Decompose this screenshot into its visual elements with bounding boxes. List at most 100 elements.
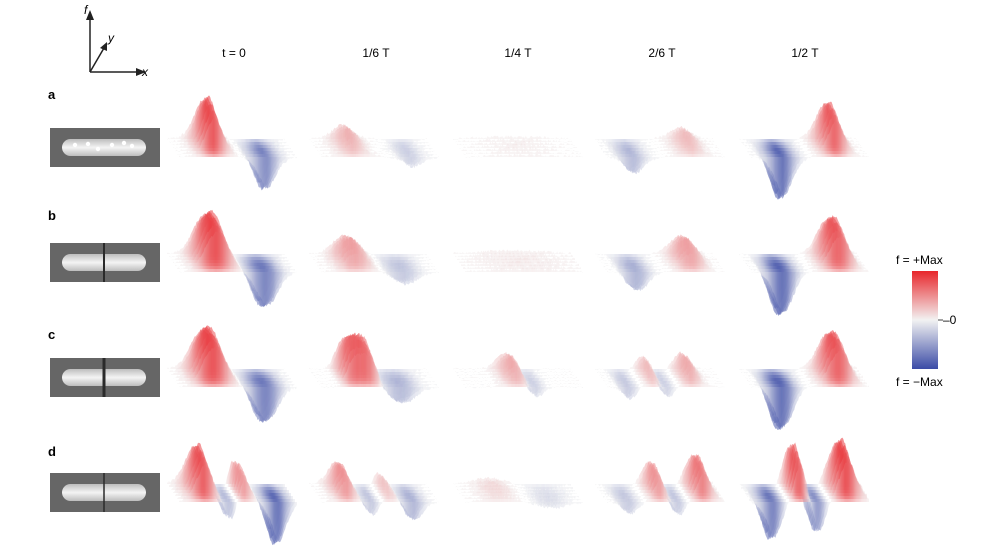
surface-strip bbox=[283, 157, 285, 164]
surface-strip bbox=[525, 142, 527, 145]
surface-strip bbox=[380, 148, 382, 150]
surface-strip bbox=[429, 144, 431, 147]
surface-strip bbox=[692, 143, 694, 157]
surface-strip bbox=[366, 138, 368, 142]
surface-strip bbox=[665, 148, 667, 151]
surface-strip bbox=[185, 144, 187, 148]
surface-strip bbox=[480, 137, 482, 139]
surface-strip bbox=[408, 157, 410, 166]
surface-strip bbox=[639, 157, 641, 173]
surface-strip bbox=[171, 141, 173, 143]
surface-strip bbox=[315, 143, 317, 146]
surface-strip bbox=[423, 139, 425, 141]
surface-strip bbox=[200, 255, 202, 272]
surface-strip bbox=[229, 139, 231, 141]
surface-strip bbox=[182, 262, 184, 266]
surface-strip bbox=[491, 139, 493, 142]
surface-strip bbox=[706, 139, 708, 142]
surface-strip bbox=[498, 142, 500, 145]
surface-strip bbox=[572, 155, 574, 157]
surface-strip bbox=[240, 155, 242, 159]
f-axis-label: f bbox=[84, 3, 89, 17]
surface-strip bbox=[341, 150, 343, 157]
surface-strip bbox=[294, 154, 295, 157]
surface-strip bbox=[427, 151, 429, 155]
surface-strip bbox=[431, 154, 433, 157]
surface-strip bbox=[175, 146, 177, 149]
surface-strip bbox=[534, 144, 536, 148]
surface-strip bbox=[495, 151, 497, 154]
surface-strip bbox=[706, 145, 708, 148]
surface-strip bbox=[477, 146, 479, 148]
surface-strip bbox=[272, 157, 274, 182]
surface-strip bbox=[182, 144, 184, 148]
surface-strip bbox=[651, 151, 653, 154]
surface-strip bbox=[288, 157, 290, 160]
surface-strip bbox=[652, 154, 654, 157]
surface-strip bbox=[568, 149, 570, 151]
surface-strip bbox=[798, 136, 800, 140]
surface-strip bbox=[374, 150, 376, 152]
surface-strip bbox=[478, 142, 480, 145]
surface-strip bbox=[482, 137, 484, 139]
surface-strip bbox=[717, 156, 719, 157]
surface-strip bbox=[609, 154, 611, 157]
surface-strip bbox=[238, 145, 240, 148]
surface-strip bbox=[243, 157, 245, 160]
surface-strip bbox=[367, 143, 369, 148]
surface-strip bbox=[508, 135, 510, 139]
surface-strip bbox=[747, 148, 749, 150]
surface-strip bbox=[534, 136, 536, 139]
surface-strip bbox=[183, 136, 185, 142]
surface-strip bbox=[783, 157, 785, 197]
surface-strip bbox=[178, 267, 180, 269]
surface-strip bbox=[722, 153, 723, 156]
surface-strip bbox=[382, 139, 384, 141]
surface-strip bbox=[427, 142, 429, 144]
surface-strip bbox=[862, 147, 863, 149]
surface-strip bbox=[509, 153, 511, 157]
surface-strip bbox=[574, 156, 576, 158]
surface-strip bbox=[423, 145, 425, 148]
surface-strip bbox=[538, 136, 540, 139]
surface-strip bbox=[460, 137, 462, 139]
surface-strip bbox=[666, 151, 668, 154]
surface-strip bbox=[176, 149, 178, 152]
surface-strip bbox=[503, 141, 505, 145]
surface-strip bbox=[604, 145, 606, 148]
surface-strip bbox=[538, 144, 540, 148]
surface-strip bbox=[481, 137, 483, 139]
surface-strip bbox=[498, 145, 500, 148]
surface-strip bbox=[696, 147, 698, 157]
surface-strip bbox=[179, 139, 181, 142]
surface-strip bbox=[425, 151, 427, 155]
surface-strip bbox=[669, 154, 671, 157]
surface-strip bbox=[504, 137, 506, 139]
surface-strip bbox=[390, 151, 392, 153]
surface-strip bbox=[536, 138, 538, 142]
surface-strip bbox=[704, 138, 706, 140]
surface-strip bbox=[488, 146, 490, 148]
surface-strip bbox=[570, 138, 571, 140]
surface-strip bbox=[388, 154, 390, 156]
surface-strip bbox=[834, 121, 836, 157]
surface-strip bbox=[478, 139, 480, 142]
surface-strip bbox=[480, 150, 482, 151]
surface-strip bbox=[795, 142, 797, 145]
surface-strip bbox=[485, 139, 487, 142]
surface-strip bbox=[665, 133, 667, 139]
surface-strip bbox=[713, 152, 715, 154]
surface-strip bbox=[546, 152, 548, 154]
surface-strip bbox=[291, 151, 293, 153]
surface-strip bbox=[551, 142, 553, 145]
surface-strip bbox=[173, 261, 174, 263]
surface-strip bbox=[542, 140, 544, 142]
surface-strip bbox=[483, 139, 485, 142]
thumbnail-dot bbox=[121, 140, 127, 146]
surface-strip bbox=[567, 149, 569, 151]
surface-strip bbox=[184, 140, 186, 145]
surface-strip bbox=[176, 139, 178, 142]
surface-strip bbox=[178, 139, 180, 142]
surface-strip bbox=[328, 156, 330, 158]
